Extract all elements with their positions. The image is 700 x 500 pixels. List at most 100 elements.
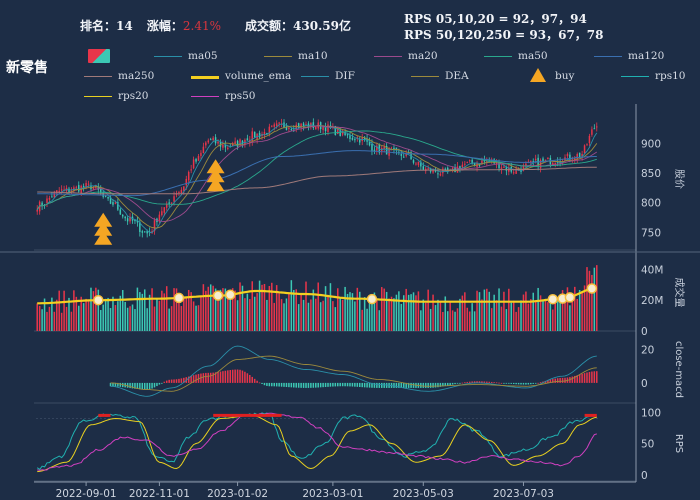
volume-bar bbox=[227, 293, 229, 331]
volume-bar bbox=[214, 288, 217, 331]
dif-line bbox=[110, 345, 597, 397]
macd-bar bbox=[393, 382, 395, 388]
macd-bar bbox=[588, 371, 591, 383]
candle-body bbox=[464, 163, 466, 165]
candle-body bbox=[117, 202, 119, 210]
volume-bar bbox=[561, 290, 564, 331]
candle-body bbox=[478, 164, 481, 166]
volume-bar bbox=[266, 299, 268, 331]
macd-bar bbox=[446, 382, 449, 386]
candle-body bbox=[200, 152, 202, 156]
volume-bar bbox=[388, 298, 390, 331]
volume-bar bbox=[581, 292, 583, 331]
candle-body bbox=[129, 216, 131, 222]
candle-body bbox=[547, 157, 549, 160]
volume-bar bbox=[488, 291, 491, 331]
candle-body bbox=[383, 146, 385, 150]
candle-body bbox=[85, 182, 87, 188]
volume-bar bbox=[102, 304, 104, 331]
macd-bar bbox=[217, 371, 219, 383]
volume-bar bbox=[73, 290, 75, 331]
volume-bar bbox=[586, 267, 588, 331]
volume-bar bbox=[95, 287, 97, 331]
volume-bar bbox=[246, 293, 249, 331]
volume-bar bbox=[459, 298, 461, 331]
macd-bar bbox=[407, 382, 410, 388]
candle-body bbox=[422, 166, 425, 170]
volume-bar bbox=[65, 306, 68, 331]
macd-bar bbox=[312, 382, 315, 388]
candle-body bbox=[402, 156, 405, 158]
candle-body bbox=[503, 166, 505, 168]
macd-bar bbox=[586, 372, 588, 383]
volume-ema-marker bbox=[173, 292, 185, 304]
candle-body bbox=[158, 214, 161, 221]
candle-body bbox=[596, 126, 598, 128]
volume-bar bbox=[36, 303, 38, 331]
axis-label-macd: close-macd bbox=[673, 341, 684, 398]
volume-bar bbox=[566, 287, 569, 331]
volume-bar bbox=[415, 295, 417, 331]
macd-bar bbox=[454, 382, 456, 385]
candle-body bbox=[165, 203, 168, 208]
volume-bar bbox=[278, 293, 280, 331]
buy-signal-marker bbox=[94, 221, 113, 236]
macd-bar bbox=[427, 382, 429, 388]
macd-bar bbox=[456, 382, 459, 384]
macd-bar bbox=[246, 373, 249, 383]
volume-bar bbox=[456, 308, 459, 331]
volume-bar bbox=[495, 300, 498, 331]
volume-bar bbox=[532, 292, 535, 331]
volume-bar bbox=[212, 285, 214, 331]
candle-body bbox=[532, 161, 535, 163]
candle-body bbox=[143, 231, 146, 233]
candle-body bbox=[246, 138, 249, 141]
macd-bar bbox=[251, 376, 254, 383]
candle-body bbox=[290, 129, 293, 131]
volume-bar bbox=[156, 298, 158, 331]
candle-body bbox=[305, 124, 307, 126]
candle-body bbox=[442, 168, 444, 174]
volume-bar bbox=[285, 298, 288, 331]
volume-bar bbox=[183, 296, 185, 331]
macd-bar bbox=[173, 379, 175, 383]
candle-body bbox=[41, 202, 43, 206]
macd-bar bbox=[483, 381, 486, 383]
volume-bar bbox=[80, 296, 82, 331]
volume-bar bbox=[131, 304, 134, 331]
volume-bar bbox=[376, 298, 378, 331]
legend-line-ma120 bbox=[594, 56, 622, 57]
macd-bar bbox=[581, 373, 583, 383]
candle-body bbox=[273, 124, 275, 127]
candle-body bbox=[236, 140, 239, 147]
macd-bar bbox=[266, 382, 268, 386]
volume-ema-line bbox=[37, 286, 597, 305]
volume-bar bbox=[85, 298, 87, 331]
candle-body bbox=[78, 185, 80, 192]
candle-body bbox=[258, 132, 261, 138]
candle-body bbox=[170, 202, 173, 204]
x-tick-label: 2022-09-01 bbox=[56, 488, 117, 500]
candle-body bbox=[271, 125, 273, 127]
macd-bar bbox=[117, 382, 119, 387]
candle-body bbox=[119, 209, 122, 215]
candle-body bbox=[315, 126, 317, 130]
legend-line-ma10 bbox=[264, 56, 292, 57]
macd-bar bbox=[473, 381, 476, 383]
macd-bar bbox=[432, 382, 434, 388]
volume-bar bbox=[439, 301, 442, 331]
candle-body bbox=[82, 186, 85, 188]
volume-bar bbox=[354, 301, 356, 331]
volume-bar bbox=[481, 299, 483, 331]
macd-bar bbox=[522, 382, 525, 385]
macd-bar bbox=[349, 382, 351, 387]
candle-body bbox=[322, 126, 324, 131]
volume-bar bbox=[412, 292, 415, 331]
volume-bar bbox=[356, 287, 359, 331]
macd-bar bbox=[459, 382, 461, 384]
macd-bar bbox=[341, 382, 344, 387]
volume-bar bbox=[222, 288, 224, 331]
macd-bar bbox=[383, 382, 385, 388]
legend-line-ma05 bbox=[154, 56, 182, 57]
volume-bar bbox=[446, 311, 449, 331]
